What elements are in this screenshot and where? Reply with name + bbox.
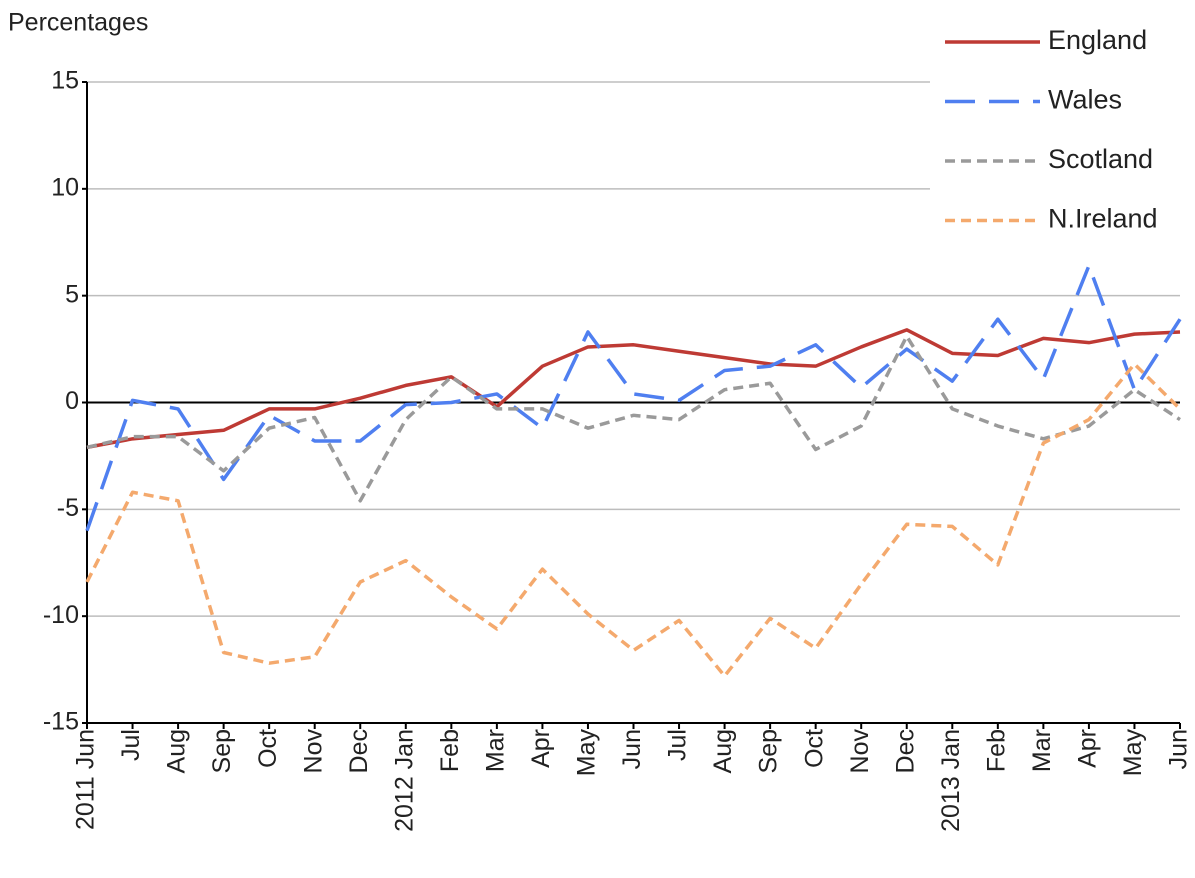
series-line (85, 362, 1182, 678)
legend-label: Scotland (1048, 144, 1153, 174)
legend-label: N.Ireland (1048, 204, 1158, 234)
y-tick-label: -15 (43, 708, 79, 736)
x-tick-label: Oct (800, 729, 828, 768)
x-tick-label: Sep (208, 729, 236, 773)
y-tick-label: -10 (43, 601, 79, 629)
x-tick-label: Apr (527, 729, 555, 768)
legend-background (930, 10, 1192, 245)
x-tick-label: Feb (982, 729, 1010, 772)
x-tick-label: Jul (664, 729, 692, 761)
x-tick-label: Feb (436, 729, 464, 772)
x-tick-label: Nov (846, 729, 874, 774)
x-tick-label: May (1119, 729, 1147, 777)
x-tick-label: Dec (345, 729, 373, 773)
x-tick-label: Aug (709, 729, 737, 773)
y-tick-label: 15 (51, 67, 79, 95)
x-tick-label: Jun (618, 729, 646, 769)
x-tick-label: 2012 Jan (390, 729, 418, 832)
series-line (86, 328, 1181, 450)
series-line (85, 264, 1182, 532)
x-tick-label: Dec (891, 729, 919, 773)
legend-label: Wales (1048, 85, 1122, 115)
x-tick-label: Jul (117, 729, 145, 761)
series-line (86, 334, 1181, 503)
y-tick-label: -5 (57, 494, 79, 522)
x-tick-label: Apr (1074, 729, 1102, 768)
x-tick-label: May (573, 729, 601, 777)
x-tick-label: Aug (163, 729, 191, 773)
y-axis-title: Percentages (8, 9, 148, 37)
x-tick-label: Mar (481, 729, 509, 772)
y-tick-label: 5 (65, 280, 79, 308)
x-tick-label: Nov (299, 729, 327, 774)
y-tick-label: 0 (65, 387, 79, 415)
legend-label: England (1048, 25, 1147, 55)
x-tick-label: 2013 Jan (937, 729, 965, 832)
x-tick-label: Oct (254, 729, 282, 768)
y-tick-label: 10 (51, 173, 79, 201)
x-tick-label: 2011 Jun (72, 729, 100, 830)
x-tick-label: Jun (1165, 729, 1193, 769)
x-tick-label: Sep (755, 729, 783, 773)
x-tick-label: Mar (1028, 729, 1056, 772)
